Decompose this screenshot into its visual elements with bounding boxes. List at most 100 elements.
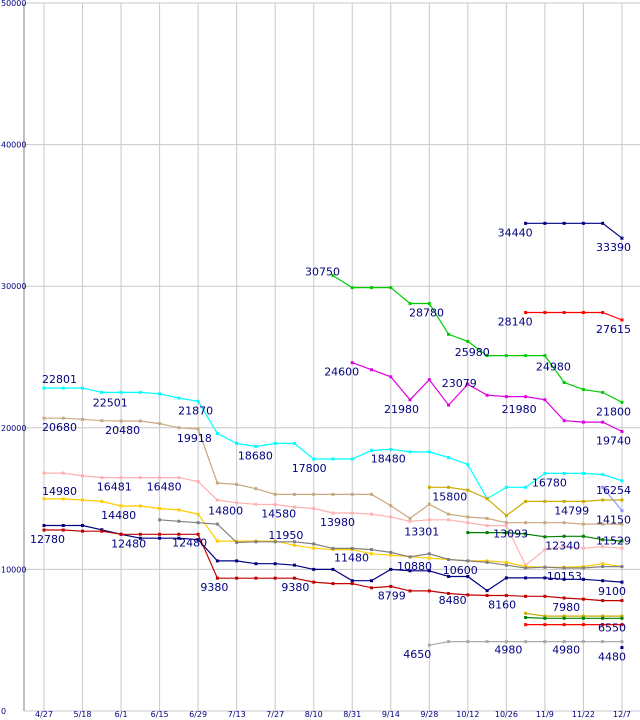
data-point [254,502,258,506]
data-point [389,447,393,451]
data-point [196,512,200,516]
data-point [601,599,605,603]
data-point [350,457,354,461]
series-7 [331,274,624,404]
data-point [620,400,624,404]
data-point [581,311,585,315]
data-label: 10880 [397,560,432,573]
data-label: 15800 [432,490,467,503]
data-point [427,556,431,560]
x-tick-label: 4/27 [35,710,53,719]
data-point [504,485,508,489]
data-point [485,593,489,597]
data-label: 19918 [177,432,212,445]
data-point [235,540,239,544]
data-label: 34440 [498,226,533,239]
data-point [466,515,470,519]
data-point [254,487,258,491]
data-point [177,426,181,430]
data-point [581,597,585,601]
data-point [427,378,431,382]
data-point [543,471,547,475]
data-point [196,532,200,536]
data-point [119,419,123,423]
data-point [620,640,624,644]
data-point [485,497,489,501]
data-point [524,623,528,627]
data-point [389,567,393,571]
data-point [331,567,335,571]
x-tick-label: 10/12 [456,710,479,719]
data-point [562,380,566,384]
data-point [177,519,181,523]
series-18 [620,646,624,650]
series-10 [524,311,624,322]
data-point [100,390,104,394]
data-point [504,640,508,644]
data-point [466,382,470,386]
data-point [138,390,142,394]
y-tick-label: 10000 [1,565,26,574]
data-point [196,399,200,403]
data-point [601,522,605,526]
data-point [427,643,431,647]
x-tick-label: 7/13 [228,710,246,719]
data-point [620,616,624,620]
series-8 [350,361,624,433]
data-point [466,531,470,535]
data-point [466,640,470,644]
data-point [485,524,489,528]
data-point [100,419,104,423]
data-point [524,611,528,615]
data-label: 4980 [552,644,580,657]
data-point [562,545,566,549]
data-point [427,485,431,489]
data-point [427,450,431,454]
data-point [581,616,585,620]
x-tick-label: 6/29 [189,710,207,719]
data-point [620,646,624,650]
data-point [215,576,219,580]
data-point [524,354,528,358]
data-point [466,593,470,597]
data-label: 30750 [305,266,340,279]
data-label: 19740 [596,435,631,448]
series-group [42,221,624,650]
data-label: 21980 [502,403,537,416]
data-point [408,301,412,305]
data-label: 9380 [200,581,228,594]
series-line [525,311,623,321]
data-point [254,540,258,544]
data-label: 14980 [42,485,77,498]
data-point [620,614,624,618]
data-label: 13301 [404,526,439,539]
data-point [543,616,547,620]
data-point [620,498,624,502]
data-point [312,542,316,546]
data-point [620,539,624,543]
data-point [254,444,258,448]
data-point [620,599,624,603]
data-point [524,311,528,315]
gridlines [23,2,640,712]
series-4 [158,518,624,570]
data-point [466,521,470,525]
data-point [562,577,566,581]
data-point [543,576,547,580]
data-label: 14580 [261,508,296,521]
data-point [601,311,605,315]
data-point [312,507,316,511]
data-point [312,492,316,496]
series-line [525,222,623,239]
data-point [447,574,451,578]
data-point [543,623,547,627]
x-tick-label: 9/28 [420,710,438,719]
data-point [562,596,566,600]
data-point [581,566,585,570]
data-point [562,419,566,423]
x-tick-label: 5/18 [74,710,92,719]
data-point [447,512,451,516]
data-point [601,498,605,502]
data-point [370,512,374,516]
